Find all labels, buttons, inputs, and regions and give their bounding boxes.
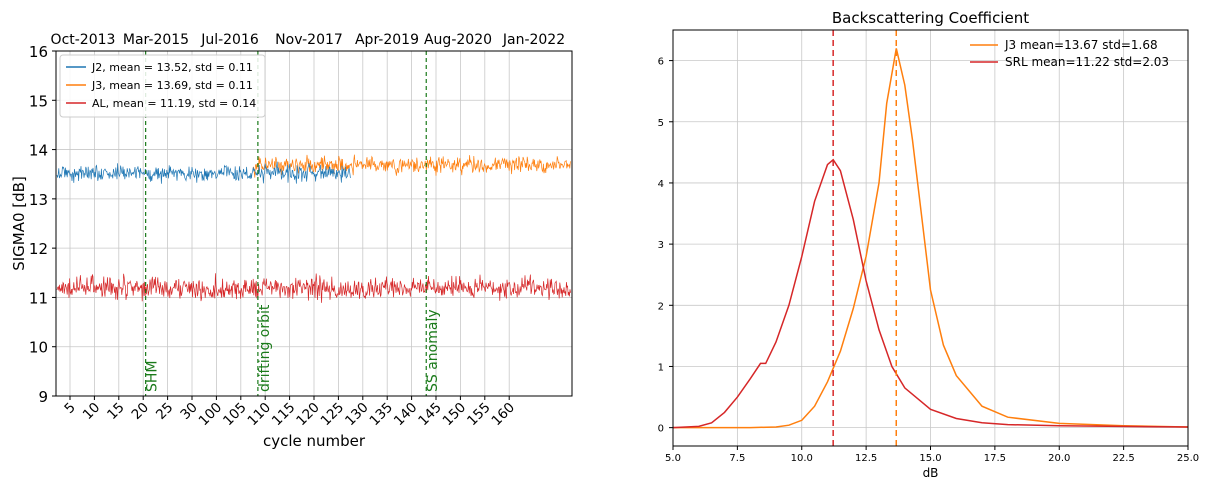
x-tick-label: 25.0 [1177, 453, 1199, 464]
left-legend: J2, mean = 13.52, std = 0.11 J3, mean = 1… [59, 54, 266, 118]
left-x-axis-label: cycle number [263, 432, 366, 450]
legend-box [59, 54, 266, 118]
y-tick-label: 16 [29, 43, 48, 61]
x-tick-label: 15.0 [919, 453, 941, 464]
x-tick-label: 135 [366, 400, 396, 430]
legend-label: J3 mean=13.67 std=1.68 [1004, 38, 1158, 52]
left-x-ticks: 5 10 15 20 25 3010010511011512012513013514014… [61, 396, 518, 429]
x-tick-label: 20 [129, 400, 152, 423]
y-tick-label: 11 [29, 289, 48, 307]
y-tick-label: 6 [658, 57, 664, 68]
x-tick-label: 10 [80, 400, 103, 423]
series-line-al [56, 273, 571, 303]
series-line-j3 [252, 154, 571, 178]
x-tick-label: 15 [104, 400, 127, 423]
right-x-axis-label: dB [923, 466, 939, 480]
x-tick-label: 100 [196, 400, 226, 430]
x-tick-label: 5 [61, 400, 78, 417]
x-tick-label: 10.0 [791, 453, 813, 464]
top-axis-label: Mar-2015 [123, 32, 189, 48]
top-axis-label: Jul-2016 [200, 32, 259, 48]
x-tick-label: 130 [342, 400, 372, 430]
x-tick-label: 155 [464, 400, 494, 430]
left-series [56, 154, 571, 303]
x-tick-label: 20.0 [1048, 453, 1070, 464]
x-tick-label: 105 [220, 400, 250, 430]
y-tick-label: 14 [29, 142, 48, 160]
y-tick-label: 15 [29, 92, 48, 110]
right-chart: Backscattering Coefficient 0 1 2 3 4 5 6 5.0 7.… [658, 9, 1200, 480]
series-line-j2 [56, 161, 351, 184]
series-line [673, 48, 1189, 429]
x-tick-label: 115 [269, 400, 299, 430]
left-y-axis-label: SIGMA0 [dB] [10, 176, 28, 271]
right-x-ticks: 5.0 7.5 10.0 12.5 15.0 17.5 20.0 22.5 25.0 [665, 446, 1199, 464]
legend-label: J2, mean = 13.52, std = 0.11 [91, 61, 253, 74]
top-axis-label: Aug-2020 [424, 32, 492, 48]
x-tick-label: 125 [318, 400, 348, 430]
right-chart-title: Backscattering Coefficient [832, 9, 1029, 27]
left-chart: Oct-2013 Mar-2015 Jul-2016 Nov-2017 Apr-2019… [10, 32, 573, 450]
x-tick-label: 25 [153, 400, 176, 423]
x-tick-label: 17.5 [984, 453, 1006, 464]
y-tick-label: 3 [658, 240, 664, 251]
x-tick-label: 5.0 [665, 453, 681, 464]
y-tick-label: 9 [38, 388, 48, 406]
right-y-ticks: 0 1 2 3 4 5 6 [658, 57, 673, 435]
x-tick-label: 120 [293, 400, 323, 430]
top-axis-label: Jan-2022 [502, 32, 565, 48]
left-y-ticks: 9 10 11 12 13 14 15 16 [29, 43, 56, 406]
vline-label: SHM [145, 361, 161, 393]
x-tick-label: 110 [244, 400, 274, 430]
top-axis-label: Apr-2019 [355, 32, 419, 48]
x-tick-label: 12.5 [855, 453, 877, 464]
y-tick-label: 5 [658, 118, 664, 129]
vline-label: drifting orbit [257, 304, 273, 392]
vline-label: SS anomaly [425, 309, 441, 392]
x-tick-label: 160 [488, 400, 518, 430]
y-tick-label: 13 [29, 191, 48, 209]
y-tick-label: 0 [658, 424, 664, 435]
y-tick-label: 12 [29, 240, 48, 258]
right-legend: J3 mean=13.67 std=1.68 SRL mean=11.22 std… [970, 38, 1169, 69]
right-series [672, 48, 1189, 429]
top-axis-label: Oct-2013 [51, 32, 116, 48]
legend-label: SRL mean=11.22 std=2.03 [1005, 55, 1169, 69]
top-axis-label: Nov-2017 [275, 32, 343, 48]
x-tick-label: 145 [415, 400, 445, 430]
x-tick-label: 150 [440, 400, 470, 430]
series-line [672, 158, 1189, 429]
y-tick-label: 10 [29, 339, 48, 357]
y-tick-label: 4 [658, 179, 664, 190]
x-tick-label: 7.5 [729, 453, 745, 464]
top-axis-labels: Oct-2013 Mar-2015 Jul-2016 Nov-2017 Apr-2019… [51, 32, 566, 48]
y-tick-label: 1 [658, 362, 664, 373]
left-vertical-lines: SHM drifting orbit SS anomaly [145, 51, 441, 396]
legend-label: J3, mean = 13.69, std = 0.11 [91, 79, 253, 92]
y-tick-label: 2 [658, 301, 664, 312]
x-tick-label: 22.5 [1112, 453, 1134, 464]
x-tick-label: 140 [391, 400, 421, 430]
legend-label: AL, mean = 11.19, std = 0.14 [92, 97, 256, 110]
